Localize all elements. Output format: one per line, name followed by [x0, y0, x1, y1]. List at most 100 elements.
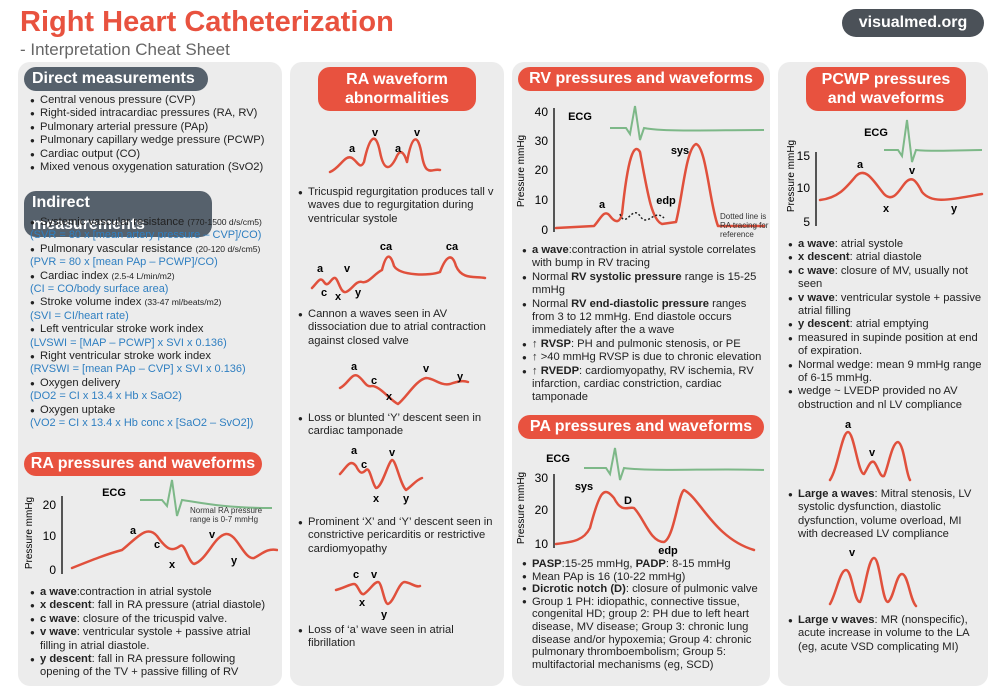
list: Loss or blunted ‘Y’ descent seen in card…	[298, 412, 498, 439]
item-text: ↑ >40 mmHg RVSP is due to chronic elevat…	[532, 351, 762, 364]
bold-term: Large v waves	[798, 614, 875, 626]
item-text: wedge ~ LVEDP provided no AV obstruction…	[798, 385, 962, 411]
list-item: Oxygen delivery(DO2 = CI x 13.4 x Hb x S…	[30, 377, 280, 404]
waveform	[328, 137, 442, 174]
wave-label: c	[353, 569, 359, 581]
item-text: :contraction in atrial systole correlate…	[532, 244, 756, 270]
subtitle: - Interpretation Cheat Sheet	[20, 40, 230, 59]
item-text: Group 1 PH: idiopathic, connective tissu…	[532, 595, 752, 671]
list-item: c wave: closure of the tricuspid valve.	[30, 612, 278, 627]
bold-term: a wave	[532, 244, 569, 256]
note: Dotted line is RA tracing for reference	[720, 212, 769, 239]
waveform	[828, 556, 918, 608]
wave-label: edp	[656, 195, 676, 207]
wave-label: x	[335, 291, 342, 302]
wave-label: a	[349, 143, 356, 155]
bold-term: a wave	[40, 586, 77, 598]
item-text: : cardiomyopathy, RV ischemia, RV infarc…	[532, 364, 754, 404]
tick-label: 30	[535, 134, 549, 148]
waveform	[338, 373, 470, 406]
wave-label: ECG	[102, 487, 126, 499]
heading: Direct measurements	[24, 67, 208, 91]
wave-label: a	[395, 143, 402, 155]
item-text: : ventricular systole + passive atrial f…	[798, 291, 982, 318]
wave-label: v	[372, 127, 379, 139]
heading: PA pressures and waveforms	[518, 415, 764, 439]
item-text: : closure of pulmonic valve	[625, 583, 758, 596]
waveform	[828, 430, 912, 482]
list-item: PASP:15-25 mmHg, PADP: 8-15 mmHg	[522, 558, 766, 571]
item-text: : Mitral stenosis, LV systolic dysfuncti…	[798, 488, 972, 541]
list-item: Stroke volume index (33-47 ml/beats/m2) (…	[30, 296, 280, 323]
tick-label: 10	[535, 537, 549, 551]
axis-label: Pressure mmHg	[24, 497, 35, 569]
graph: a v c x y ca ca	[310, 241, 487, 302]
wave-label: ECG	[568, 111, 592, 123]
bold-term: Large a waves	[798, 488, 875, 500]
list-item: Normal wedge: mean 9 mmHg range of 6-15 …	[788, 359, 984, 386]
bold-term: v wave	[40, 626, 77, 639]
panel	[290, 62, 504, 686]
waveform	[310, 255, 487, 294]
item-text: Cardiac output (CO)	[40, 147, 141, 160]
list-item: ↑ RVSP: PH and pulmonic stenosis, or PE	[522, 337, 766, 352]
item-text: Normal wedge: mean 9 mmHg range of 6-15 …	[798, 358, 982, 385]
item-text: : MR (nonspecific), acute increase in vo…	[798, 614, 970, 653]
tick-label: 15	[797, 149, 811, 163]
list-item: v wave: ventricular systole + passive at…	[30, 626, 278, 653]
list: PASP:15-25 mmHg, PADP: 8-15 mmHgMean PAp…	[522, 558, 766, 671]
item-text: Prominent ‘X’ and ‘Y’ descent seen in co…	[308, 516, 493, 555]
measure-range: (770-1500 d/s/cm5)	[187, 217, 262, 227]
list-item: Cannon a waves seen in AV dissociation d…	[298, 308, 498, 348]
formula: (VO2 = CI x 13.4 x Hb conc x [SaO2 – SvO…	[30, 417, 254, 430]
bold-term: c wave	[40, 612, 77, 625]
wave-label: c	[154, 539, 160, 551]
waveform	[554, 142, 766, 230]
measure-name: Oxygen delivery	[40, 376, 121, 389]
wave-label: a	[317, 263, 324, 275]
item-text: measured in supinde position at end of e…	[798, 331, 978, 358]
item-text: : atrial systole	[834, 238, 904, 250]
tick-label: 30	[535, 471, 549, 485]
measure-name: Stroke volume index	[40, 296, 142, 309]
graph: a c x v y	[338, 361, 470, 406]
graph: a v a v	[328, 127, 442, 174]
item-text: Normal	[532, 297, 572, 310]
graph: a c v x y	[338, 445, 424, 505]
list: Prominent ‘X’ and ‘Y’ descent seen in co…	[298, 516, 498, 556]
measure-name: Oxygen uptake	[40, 403, 116, 416]
waveform	[818, 171, 984, 202]
wave-label: ECG	[546, 453, 570, 465]
item-text: ↑	[532, 337, 541, 350]
title: Right Heart Catheterization	[20, 6, 394, 38]
wave-label: c	[371, 375, 377, 387]
list: Cannon a waves seen in AV dissociation d…	[298, 308, 498, 348]
item-text: Pulmonary capillary wedge pressure (PCWP…	[40, 134, 265, 147]
wave-label: x	[386, 391, 393, 403]
list: a wave: atrial systolex descent: atrial …	[788, 238, 984, 412]
list-item: measured in supinde position at end of e…	[788, 332, 984, 359]
wave-label: ECG	[864, 127, 888, 139]
heading: RV pressures and waveforms	[518, 67, 764, 91]
list-item: v wave: ventricular systole + passive at…	[788, 292, 984, 319]
formula: (PVR = 80 x [mean PAp – PCWP]/CO)	[30, 256, 218, 269]
list-item: Mean PAp is 16 (10-22 mmHg)	[522, 571, 766, 584]
list-item: Pulmonary capillary wedge pressure (PCWP…	[30, 134, 278, 148]
wave-label: D	[624, 495, 632, 507]
wave-label: a	[857, 159, 864, 171]
wave-label: sys	[671, 145, 689, 157]
wave-label: v	[414, 127, 421, 139]
measure-name: Left ventricular stroke work index	[40, 323, 204, 336]
wave-label: x	[359, 597, 366, 609]
list: Large v waves: MR (nonspecific), acute i…	[788, 614, 984, 654]
list-item: Cardiac output (CO)	[30, 147, 278, 162]
list-item: Left ventricular stroke work index(LVSWI…	[30, 323, 280, 350]
bold-term: v wave	[798, 291, 835, 304]
list: a wave:contraction in atrial systole cor…	[522, 244, 766, 405]
graph: c v x y	[334, 569, 422, 620]
bold-term: PADP	[635, 558, 666, 570]
list: Loss of ‘a’ wave seen in atrial fibrilla…	[298, 624, 498, 651]
wave-label: v	[423, 363, 430, 375]
wave-label: a	[599, 199, 606, 211]
